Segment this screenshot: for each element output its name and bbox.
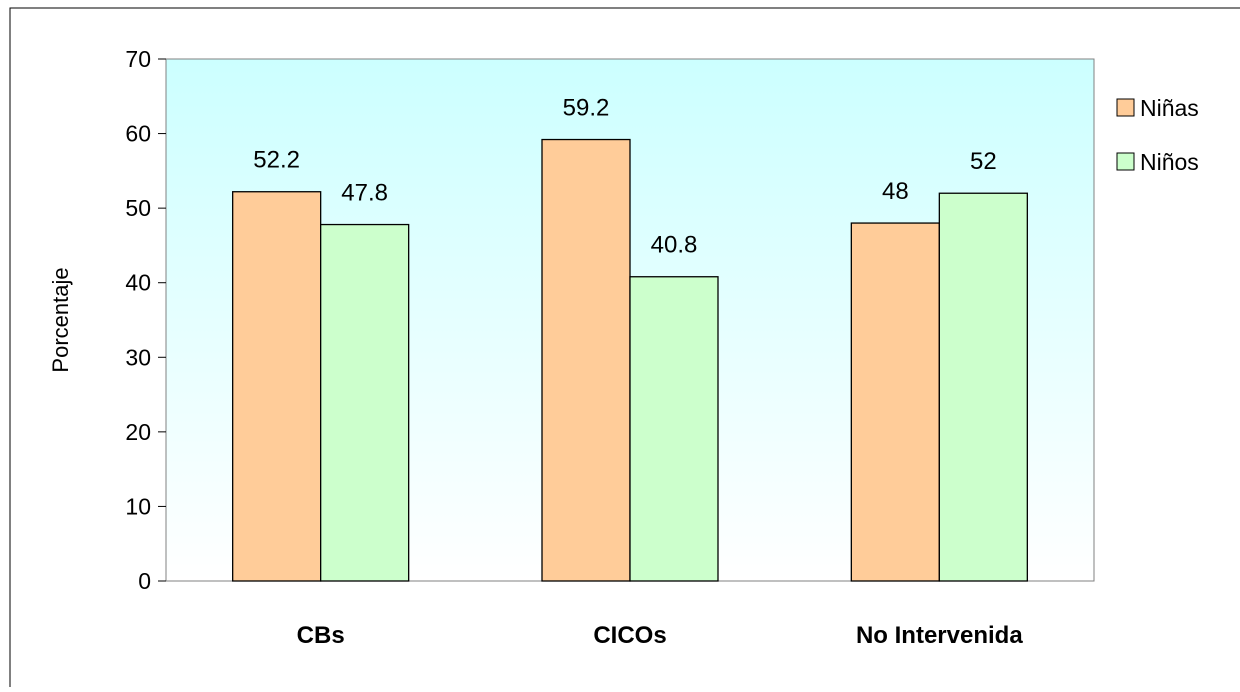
x-axis: CBs CICOs No Intervenida: [297, 622, 1024, 649]
data-label: 48: [882, 178, 909, 205]
bar-ninas: [232, 191, 322, 582]
y-tick-label: 60: [125, 121, 151, 147]
y-tick-label: 70: [125, 46, 151, 72]
y-axis: 0 10 20 30 40 50 60 70: [125, 46, 166, 594]
data-label: 59.2: [563, 95, 610, 122]
legend-swatch: [1116, 98, 1135, 117]
legend: Niñas Niños: [1116, 95, 1199, 175]
bar-ninas: [541, 138, 631, 582]
bar-ninas: [850, 222, 940, 582]
data-labels-group: 52.2 47.8 59.2 40.8 48 52: [253, 95, 996, 259]
legend-swatch: [1116, 152, 1135, 171]
data-label: 47.8: [341, 180, 388, 207]
bar-ninos: [320, 223, 410, 582]
y-tick-label: 20: [125, 419, 151, 445]
y-tick-label: 50: [125, 195, 151, 221]
bar-ninos: [938, 192, 1028, 582]
x-category-label: CICOs: [593, 622, 666, 649]
data-label: 40.8: [651, 232, 698, 259]
bar-ninos: [629, 276, 719, 582]
y-tick-label: 10: [125, 493, 151, 519]
data-label: 52.2: [253, 147, 300, 174]
y-tick-label: 40: [125, 270, 151, 296]
data-label: 52: [970, 148, 997, 175]
legend-label: Niñas: [1140, 95, 1199, 121]
x-category-label: CBs: [297, 622, 345, 649]
x-category-label: No Intervenida: [856, 622, 1023, 649]
y-tick-label: 30: [125, 344, 151, 370]
y-tick-label: 0: [138, 568, 151, 594]
y-axis-title: Porcentaje: [48, 267, 73, 372]
bars-group: [232, 138, 1028, 582]
legend-label: Niños: [1140, 149, 1199, 175]
